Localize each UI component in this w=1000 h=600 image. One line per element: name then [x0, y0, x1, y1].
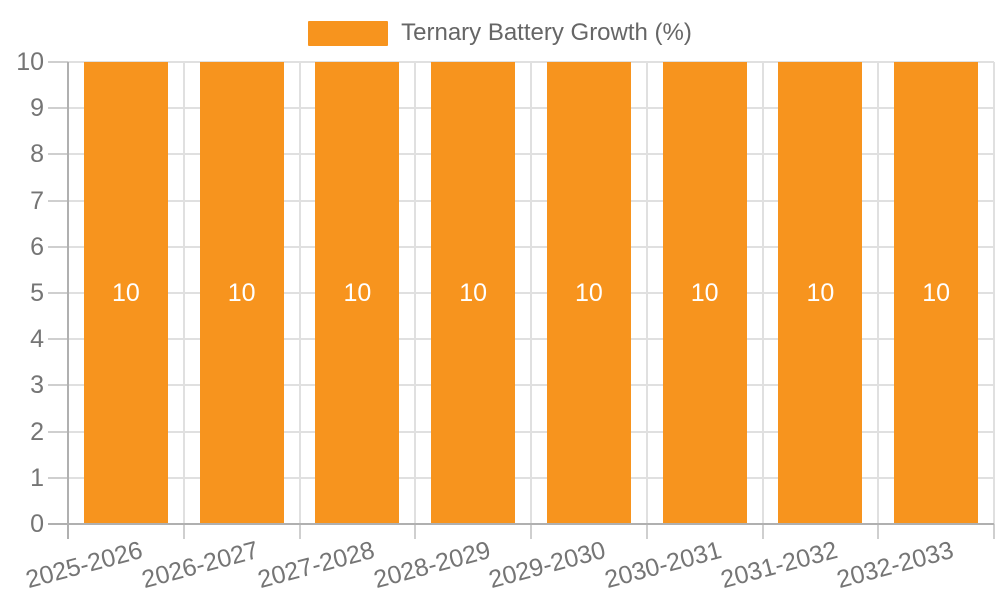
bar-value-label: 10: [111, 279, 140, 307]
bar[interactable]: [778, 62, 863, 524]
y-axis-label: 0: [30, 510, 44, 538]
y-axis-tick: [48, 107, 68, 110]
y-axis-line: [67, 62, 69, 539]
x-axis-label: 2032-2033: [833, 536, 957, 595]
x-axis-tick: [877, 524, 880, 539]
x-axis-label: 2029-2030: [486, 536, 609, 595]
bar-value-label: 10: [690, 279, 719, 307]
y-axis-label: 4: [30, 325, 44, 354]
x-axis-tick: [182, 524, 185, 539]
gridline-vertical: [530, 62, 532, 524]
gridline-vertical: [298, 62, 301, 524]
bar[interactable]: [315, 62, 400, 524]
x-axis-label: 2026-2027: [138, 536, 262, 595]
x-axis-tick: [298, 524, 301, 539]
y-axis-label: 5: [30, 279, 44, 307]
x-axis-label: 2028-2029: [370, 536, 494, 595]
y-axis-tick: [48, 384, 68, 387]
bar-value-label: 10: [227, 279, 256, 307]
legend-swatch: [308, 20, 389, 46]
bar-value-label: 10: [922, 279, 951, 307]
bar[interactable]: [199, 62, 284, 524]
bar-value-label: 10: [343, 279, 372, 307]
gridline-vertical: [877, 62, 880, 524]
x-axis-label: 2025-2026: [23, 536, 146, 595]
y-axis-tick: [48, 61, 68, 63]
y-axis-label: 6: [30, 232, 44, 261]
y-axis-tick: [48, 199, 68, 202]
gridline-vertical: [645, 62, 648, 524]
y-axis-tick: [48, 338, 68, 341]
y-axis-label: 10: [16, 48, 44, 76]
chart-legend[interactable]: Ternary Battery Growth (%): [0, 19, 1000, 47]
y-axis-label: 9: [30, 94, 44, 123]
y-axis-label: 1: [30, 463, 44, 492]
x-axis-label: 2030-2031: [601, 536, 725, 595]
y-axis-tick: [48, 430, 68, 433]
bar[interactable]: [662, 62, 747, 524]
x-axis-label: 2027-2028: [254, 536, 378, 595]
x-axis-tick: [645, 524, 648, 539]
y-axis-tick: [48, 292, 68, 294]
y-axis-label: 2: [30, 417, 44, 446]
bar[interactable]: [83, 62, 168, 524]
x-axis-tick: [993, 524, 995, 539]
bar[interactable]: [431, 62, 516, 524]
gridline-vertical: [993, 62, 995, 524]
gridline-vertical: [414, 62, 417, 524]
x-axis-label: 2031-2032: [717, 536, 841, 595]
bar[interactable]: [546, 62, 631, 524]
y-axis-tick: [48, 476, 68, 479]
y-axis-label: 7: [30, 186, 44, 215]
x-axis-tick: [761, 524, 764, 539]
gridline-vertical: [182, 62, 185, 524]
x-axis-tick: [414, 524, 417, 539]
bar[interactable]: [894, 62, 979, 524]
y-axis-tick: [48, 245, 68, 248]
y-axis-tick: [48, 153, 68, 156]
legend-label: Ternary Battery Growth (%): [401, 19, 692, 46]
bar-value-label: 10: [806, 279, 835, 307]
y-axis-label: 3: [30, 371, 44, 400]
gridline-vertical: [761, 62, 764, 524]
y-axis-label: 8: [30, 140, 44, 169]
bar-value-label: 10: [459, 279, 488, 307]
x-axis-tick: [530, 524, 532, 539]
bar-value-label: 10: [574, 279, 603, 307]
x-axis-line: [48, 523, 994, 525]
